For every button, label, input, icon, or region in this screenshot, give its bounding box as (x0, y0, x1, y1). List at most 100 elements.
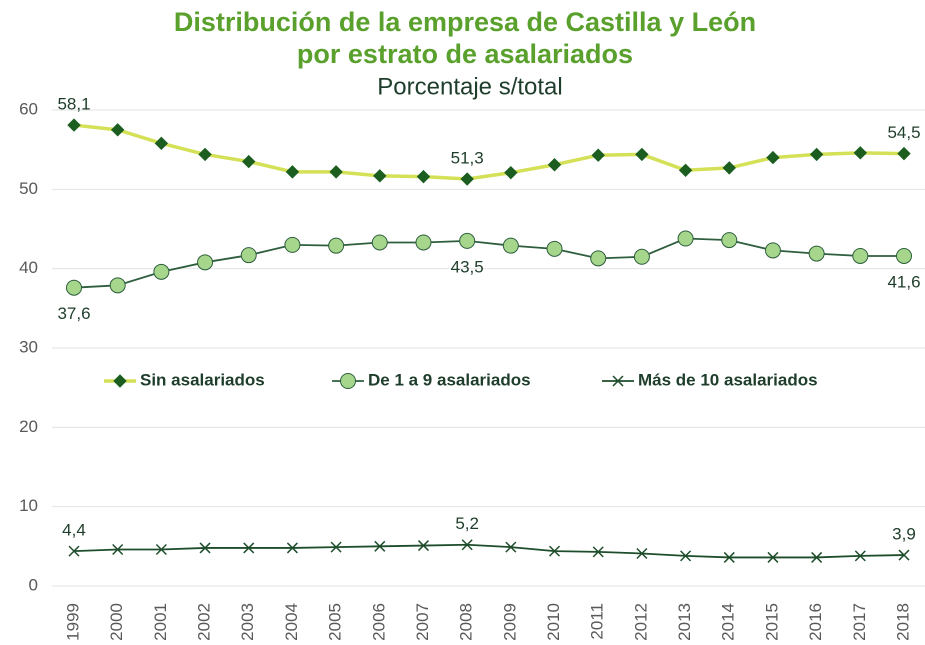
x-tick-label: 2008 (457, 603, 476, 641)
data-point (110, 123, 125, 137)
data-point (374, 540, 386, 552)
x-tick-label: 2016 (806, 603, 825, 641)
data-point (109, 277, 126, 294)
series-line (73, 543, 905, 559)
data-point (811, 551, 823, 563)
data-point (633, 248, 650, 265)
data-point (112, 543, 124, 556)
data-point (417, 540, 430, 552)
data-point (371, 234, 388, 251)
data-label: 5,2 (455, 514, 479, 533)
data-point (504, 165, 518, 180)
data-point (635, 147, 649, 162)
data-point (243, 542, 255, 554)
data-point (767, 551, 779, 563)
data-point (154, 136, 169, 151)
data-point (502, 237, 519, 254)
data-point (764, 242, 781, 259)
data-point (197, 254, 214, 271)
data-point (155, 543, 167, 556)
data-point (853, 146, 868, 160)
data-label: 51,3 (451, 149, 484, 168)
x-tick-label: 2002 (195, 603, 214, 641)
x-tick-label: 2013 (675, 603, 694, 641)
data-point (505, 541, 517, 553)
data-point (199, 542, 211, 554)
data-point (809, 147, 824, 162)
data-point (677, 230, 694, 247)
data-point (897, 146, 911, 161)
data-point (547, 158, 562, 172)
data-point (723, 551, 735, 563)
y-tick-label: 50 (19, 179, 38, 198)
data-point (592, 546, 604, 558)
data-label: 58,1 (57, 95, 90, 114)
data-label: 3,9 (892, 525, 916, 544)
x-tick-label: 2018 (893, 603, 912, 641)
data-point (242, 154, 256, 169)
x-tick-label: 2009 (500, 603, 519, 641)
data-label: 4,4 (62, 521, 86, 540)
data-point (898, 549, 910, 561)
data-point (459, 232, 476, 249)
data-point (415, 234, 432, 251)
data-point (284, 236, 301, 253)
y-tick-label: 0 (29, 575, 38, 594)
x-tick-label: 2003 (238, 603, 257, 641)
chart-subtitle: Porcentaje s/total (377, 73, 562, 100)
y-tick-label: 60 (19, 99, 38, 118)
x-tick-label: 2004 (282, 603, 301, 641)
chart-title: Distribución de la empresa de Castilla y… (174, 7, 756, 37)
y-tick-label: 40 (19, 258, 38, 277)
data-point (153, 263, 170, 280)
y-tick-label: 30 (19, 337, 38, 356)
x-tick-label: 2005 (326, 603, 345, 641)
x-tick-label: 2001 (151, 603, 170, 641)
x-tick-label: 2007 (413, 603, 432, 641)
legend-label: Más de 10 asalariados (638, 370, 818, 389)
series-line (73, 123, 905, 181)
data-point (68, 545, 80, 557)
y-tick-label: 20 (19, 417, 38, 436)
data-point (896, 247, 912, 264)
data-point (854, 550, 866, 562)
data-point (548, 545, 561, 557)
x-tick-label: 2014 (719, 603, 738, 641)
data-point (680, 550, 692, 562)
data-point (66, 279, 82, 296)
data-label: 41,6 (887, 272, 920, 291)
legend-marker (612, 375, 624, 387)
data-point (546, 240, 563, 257)
data-label: 37,6 (57, 304, 90, 323)
data-label: 54,5 (887, 123, 920, 142)
x-tick-label: 2012 (631, 603, 650, 641)
data-point (678, 163, 693, 178)
legend-marker (340, 373, 356, 389)
legend-label: De 1 a 9 asalariados (368, 370, 531, 389)
chart-title: por estrato de asalariados (297, 39, 633, 69)
data-point (286, 542, 298, 554)
x-tick-label: 2011 (588, 603, 607, 640)
x-tick-label: 2006 (369, 603, 388, 641)
data-point (636, 547, 648, 560)
data-point (460, 172, 474, 186)
legend-marker (113, 374, 127, 388)
data-point (240, 247, 257, 264)
data-point (852, 247, 869, 264)
data-label: 43,5 (451, 257, 484, 276)
data-point (67, 118, 81, 132)
data-point (198, 147, 212, 162)
data-point (285, 165, 300, 179)
y-tick-label: 10 (19, 496, 38, 515)
x-tick-label: 2010 (544, 603, 563, 641)
data-point (722, 161, 736, 175)
x-tick-label: 1999 (63, 603, 82, 641)
x-tick-label: 2017 (850, 603, 869, 641)
x-tick-label: 2000 (107, 603, 126, 641)
data-point (721, 232, 738, 249)
data-point (808, 245, 825, 262)
data-point (416, 169, 431, 184)
data-point (461, 539, 473, 551)
data-point (766, 150, 780, 165)
